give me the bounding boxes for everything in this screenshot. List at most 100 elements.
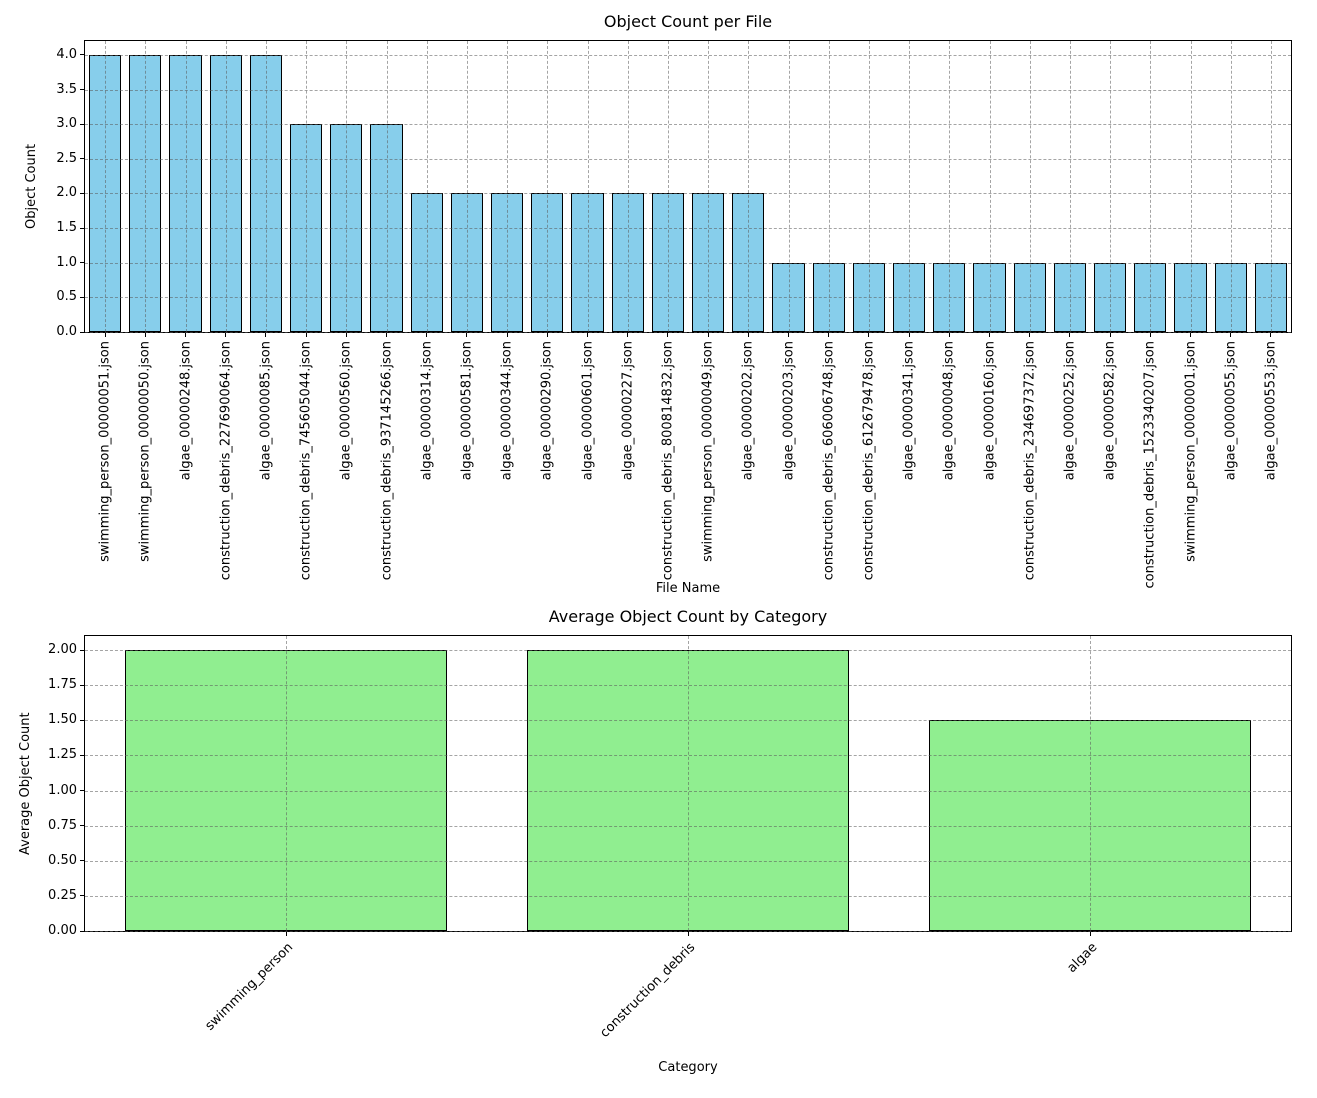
x-tick-mark <box>747 333 749 337</box>
y-tick-mark <box>80 684 84 686</box>
x-tick-mark <box>225 333 227 337</box>
v-gridline <box>346 41 348 332</box>
x-tick-mark <box>1109 333 1111 337</box>
object-count-chart-x-axis-label: File Name <box>655 581 721 596</box>
y-tick-label: 0.25 <box>48 887 77 903</box>
h-gridline <box>85 228 1291 230</box>
y-tick-label: 1.50 <box>48 712 77 728</box>
x-tick-mark <box>144 333 146 337</box>
x-tick-mark <box>466 333 468 337</box>
x-tick-mark <box>687 932 689 936</box>
x-tick-mark <box>185 333 186 337</box>
y-tick-label: 0.5 <box>56 289 77 305</box>
x-tick-label: algae_00000160.json <box>982 341 997 481</box>
x-tick-mark <box>989 333 990 337</box>
v-gridline <box>1190 41 1192 332</box>
x-tick-label: algae_00000314.json <box>419 341 435 481</box>
x-tick-mark <box>1190 333 1191 337</box>
x-tick-mark <box>1230 333 1232 337</box>
v-gridline <box>748 41 750 332</box>
x-tick-label: algae_00000344.json <box>499 341 515 481</box>
x-tick-mark <box>627 333 629 337</box>
y-tick-mark <box>80 649 84 651</box>
y-tick-mark <box>80 262 84 264</box>
v-gridline <box>1230 41 1232 332</box>
y-tick-label: 2.5 <box>56 150 77 166</box>
x-tick-label: algae_00000203.json <box>781 341 796 481</box>
x-tick-label: algae_00000085.json <box>258 341 274 481</box>
x-tick-mark <box>707 333 709 337</box>
x-tick-label: construction_debris_937145266.json <box>379 341 394 581</box>
object-count-chart-plot-area: 0.0 0.5 1.0 1.5 2.0 2.5 3.0 3.5 4.0 swimming_pers… <box>56 40 1292 589</box>
x-tick-label: algae_00000341.json <box>901 341 917 481</box>
x-tick-label: algae_00000248.json <box>178 341 193 481</box>
y-tick-mark <box>80 158 84 160</box>
v-gridline <box>286 636 287 931</box>
v-gridline <box>949 41 951 332</box>
y-tick-mark <box>80 790 84 792</box>
x-tick-mark <box>345 333 347 337</box>
y-tick-label: 1.25 <box>48 747 77 763</box>
average-count-chart-x-axis-label: Category <box>658 1060 718 1075</box>
v-gridline <box>185 41 187 332</box>
h-gridline <box>85 193 1291 195</box>
v-gridline <box>788 41 790 332</box>
v-gridline <box>426 41 428 332</box>
y-tick-label: 0.0 <box>56 324 77 339</box>
h-gridline <box>85 262 1291 264</box>
v-gridline <box>105 41 107 332</box>
x-tick-label: algae_00000581.json <box>459 341 475 481</box>
v-gridline <box>547 41 549 332</box>
v-gridline <box>909 41 911 332</box>
v-gridline <box>306 41 308 332</box>
v-gridline <box>627 41 629 332</box>
x-tick-mark <box>104 333 106 337</box>
average-count-chart-title: Average Object Count by Category <box>548 607 828 626</box>
v-gridline <box>1110 41 1112 332</box>
v-gridline <box>667 41 669 332</box>
y-tick-mark <box>80 331 84 333</box>
x-tick-label: swimming_person_00000050.json <box>137 341 153 562</box>
y-tick-mark <box>80 860 84 862</box>
x-tick-mark <box>908 333 910 337</box>
x-tick-label: construction_debris_800814832.json <box>660 341 676 581</box>
v-gridline <box>868 41 870 332</box>
y-tick-mark <box>80 89 84 90</box>
x-tick-mark <box>868 333 870 337</box>
x-tick-label: construction_debris_227690064.json <box>218 341 234 581</box>
x-tick-label: swimming_person_00000049.json <box>700 341 716 562</box>
y-tick-mark <box>80 930 84 932</box>
y-tick-label: 3.0 <box>56 116 77 132</box>
v-gridline <box>1090 636 1091 931</box>
object-count-chart-y-axis-label: Object Count <box>24 143 39 230</box>
x-tick-mark <box>1069 333 1071 337</box>
v-gridline <box>507 41 509 332</box>
y-tick-label: 0.00 <box>48 923 77 938</box>
y-tick-mark <box>80 754 84 756</box>
v-gridline <box>1150 41 1152 332</box>
v-gridline <box>1069 41 1071 332</box>
v-gridline <box>386 41 388 332</box>
x-tick-label: algae_00000601.json <box>580 341 595 481</box>
x-tick-label: algae_00000202.json <box>740 341 756 481</box>
x-tick-label: construction_debris <box>597 940 699 1041</box>
v-gridline <box>1270 41 1272 332</box>
x-tick-label: algae_00000227.json <box>620 341 636 481</box>
x-tick-mark <box>667 333 669 337</box>
x-tick-label: construction_debris_606006748.json <box>821 341 837 581</box>
x-tick-label: construction_debris_612679478.json <box>861 341 877 581</box>
y-tick-mark <box>80 719 84 721</box>
y-tick-mark <box>80 227 84 229</box>
y-tick-mark <box>80 825 84 827</box>
object-count-chart-title: Object Count per File <box>603 12 773 31</box>
x-tick-mark <box>506 333 508 337</box>
y-tick-label: 1.75 <box>48 677 77 693</box>
v-gridline <box>145 41 147 332</box>
x-tick-mark <box>1029 333 1031 337</box>
y-tick-label: 0.50 <box>48 852 77 868</box>
y-tick-mark <box>80 54 84 56</box>
y-tick-label: 2.0 <box>56 185 77 201</box>
v-gridline <box>225 41 227 332</box>
y-tick-label: 4.0 <box>56 46 77 62</box>
h-gridline <box>85 124 1291 126</box>
